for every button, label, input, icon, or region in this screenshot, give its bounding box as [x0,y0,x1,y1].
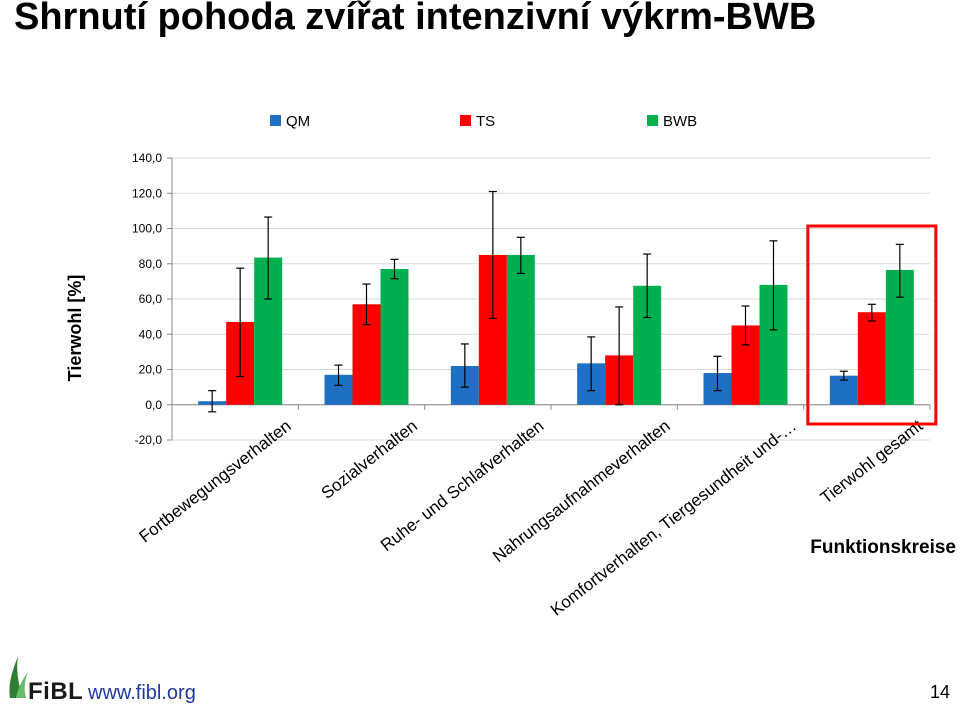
bar-bwb-2 [506,254,535,405]
x-axis-label: Funktionskreise [810,537,956,558]
bar-ts-5 [857,312,886,405]
legend-swatch-bwb [647,115,658,126]
y-tick-label: -20,0 [135,433,163,447]
error-bars [208,190,904,413]
x-tick-label: Tierwohl gesamt [817,416,927,508]
slide-title: Shrnutí pohoda zvířat intenzivní výkrm-B… [14,0,817,38]
y-tick-label: 100,0 [132,222,162,236]
bar-chart: -20,00,020,040,060,080,0100,0120,0140,0 … [65,113,956,620]
legend-swatch-qm [270,115,281,126]
bar-bwb-1 [380,269,409,405]
y-tick-label: 140,0 [132,151,162,165]
x-tick-label: Komfortverhalten, Tiergesundheit und-… [547,416,800,619]
website-link[interactable]: www.fibl.org [88,682,196,704]
y-tick-label: 40,0 [139,327,163,341]
y-tick-label: 0,0 [145,398,162,412]
y-tick-label: 60,0 [139,292,163,306]
gridlines [172,157,930,441]
legend-label-bwb: BWB [663,113,697,130]
legend-label-ts: TS [476,113,495,130]
legend-label-qm: QM [286,113,310,130]
x-tick-labels: Fortbewegungsverhalten SozialverhaltenRuh… [135,416,926,620]
axes [167,157,931,441]
y-tick-label: 80,0 [139,257,163,271]
highlight-box [806,224,938,426]
y-tick-label: 120,0 [132,186,162,200]
legend: QM TS BWB [270,113,697,130]
y-tick-label: 20,0 [139,363,163,377]
legend-swatch-ts [460,115,471,126]
fibl-logo-icon [9,656,28,698]
fibl-logo-text: FiBL [28,678,84,705]
y-axis-label: Tierwohl [%] [65,275,85,382]
y-tick-labels: -20,0 0,0 20,0 40,0 60,0 80,0 100,0 120,0 140,0 [132,151,162,447]
x-tick-label: Sozialverhalten [318,416,421,503]
page-number: 14 [929,682,950,702]
